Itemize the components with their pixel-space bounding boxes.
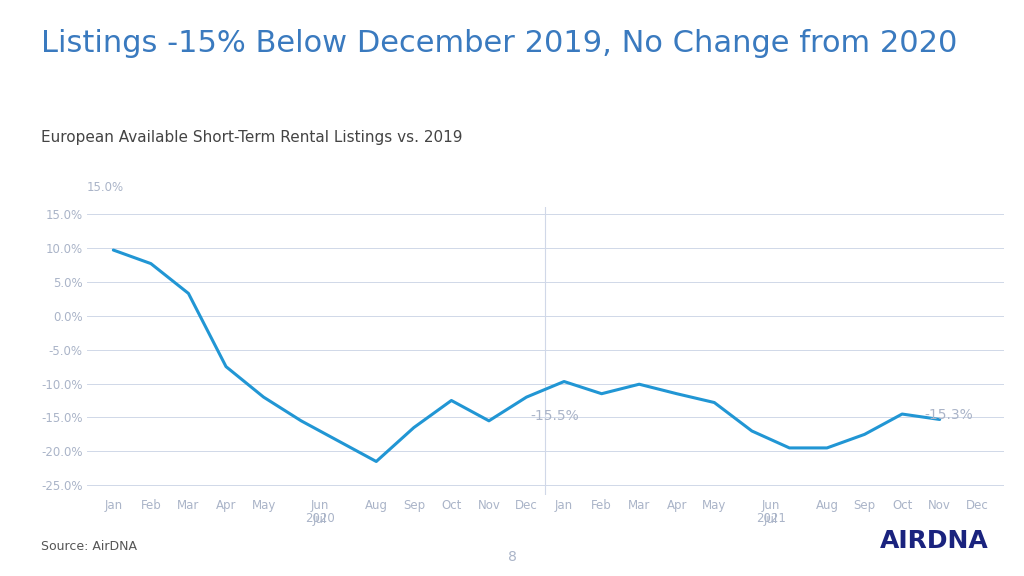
Text: AIRDNA: AIRDNA	[880, 529, 988, 553]
Text: Jun
Jul: Jun Jul	[310, 499, 329, 526]
Text: Aug: Aug	[815, 499, 839, 513]
Text: Sep: Sep	[853, 499, 876, 513]
Text: Apr: Apr	[216, 499, 237, 513]
Text: Oct: Oct	[441, 499, 462, 513]
Text: -15.5%: -15.5%	[530, 409, 579, 423]
Text: European Available Short-Term Rental Listings vs. 2019: European Available Short-Term Rental Lis…	[41, 130, 463, 145]
Text: -15.3%: -15.3%	[925, 408, 974, 422]
Text: Oct: Oct	[892, 499, 912, 513]
Text: Dec: Dec	[515, 499, 538, 513]
Text: 8: 8	[508, 551, 516, 564]
Text: Feb: Feb	[591, 499, 612, 513]
Text: Sep: Sep	[402, 499, 425, 513]
Text: 2020: 2020	[305, 511, 335, 525]
Text: Mar: Mar	[628, 499, 650, 513]
Text: Jan: Jan	[104, 499, 123, 513]
Text: Mar: Mar	[177, 499, 200, 513]
Text: 2021: 2021	[756, 511, 785, 525]
Text: Jan: Jan	[555, 499, 573, 513]
Text: Dec: Dec	[966, 499, 988, 513]
Text: Nov: Nov	[928, 499, 951, 513]
Text: Aug: Aug	[365, 499, 388, 513]
Text: 15.0%: 15.0%	[87, 181, 124, 195]
Text: May: May	[702, 499, 726, 513]
Text: Feb: Feb	[140, 499, 161, 513]
Text: Jun
Jul: Jun Jul	[762, 499, 780, 526]
Text: Source: AirDNA: Source: AirDNA	[41, 540, 137, 553]
Text: Apr: Apr	[667, 499, 687, 513]
Text: Listings -15% Below December 2019, No Change from 2020: Listings -15% Below December 2019, No Ch…	[41, 29, 957, 58]
Text: May: May	[251, 499, 275, 513]
Text: Nov: Nov	[477, 499, 501, 513]
